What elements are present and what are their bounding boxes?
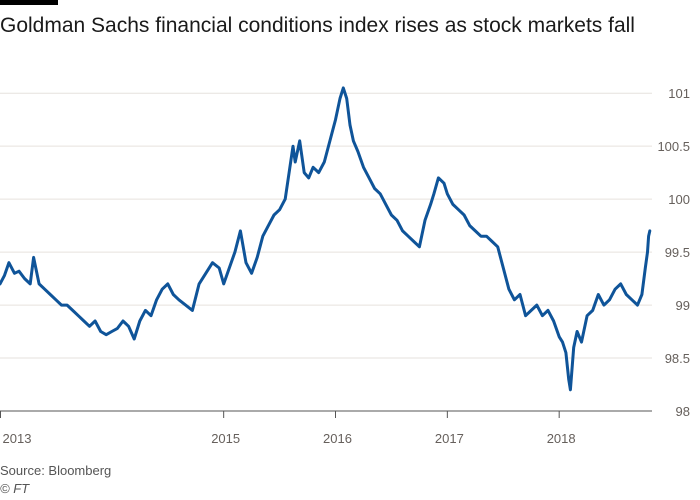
series-lines <box>0 86 652 392</box>
gridlines <box>0 92 652 359</box>
top-accent-rule <box>0 0 58 5</box>
x-axis-labels: 2013 2015 2016 2017 2018 <box>3 431 576 446</box>
y-tick-label-1: 98.5 <box>665 351 690 366</box>
x-tick-label-4: 2018 <box>547 431 576 446</box>
x-tick-label-2: 2016 <box>323 431 352 446</box>
series-line-0 <box>0 86 652 392</box>
y-tick-label-3: 99.5 <box>665 245 690 260</box>
y-tick-label-6: 101 <box>668 86 690 101</box>
y-tick-label-0: 98 <box>676 404 690 419</box>
source-note: Source: Bloomberg <box>0 463 112 478</box>
y-tick-label-2: 99 <box>676 298 690 313</box>
x-tick-label-3: 2017 <box>435 431 464 446</box>
y-tick-label-4: 100 <box>668 192 690 207</box>
chart-title: Goldman Sachs financial conditions index… <box>0 14 635 37</box>
y-tick-label-5: 100.5 <box>657 139 690 154</box>
x-tick-label-0: 2013 <box>3 431 32 446</box>
x-axis-ticks <box>0 411 560 418</box>
x-tick-label-1: 2015 <box>211 431 240 446</box>
y-axis-labels: 98 98.5 99 99.5 100 100.5 101 <box>657 86 690 419</box>
ft-credit: © FT <box>0 481 30 496</box>
